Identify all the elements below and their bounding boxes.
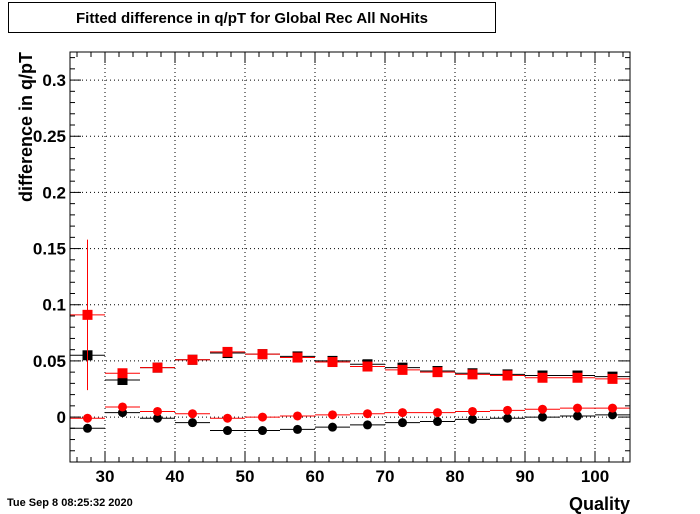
data-point (607, 373, 618, 384)
data-point (153, 406, 162, 416)
data-point (467, 369, 478, 380)
data-point (222, 346, 233, 357)
x-tick-label: 100 (581, 467, 609, 486)
data-point (503, 405, 512, 415)
data-point (573, 403, 582, 413)
y-tick-label: 0.2 (42, 183, 66, 202)
data-point (327, 357, 338, 368)
data-point (328, 422, 337, 432)
y-tick-label: 0.15 (33, 240, 66, 259)
data-series (70, 239, 630, 436)
data-point (188, 418, 197, 428)
data-point (433, 408, 442, 418)
data-point (223, 413, 232, 423)
data-point (432, 367, 443, 378)
data-point (328, 410, 337, 420)
axes: 30 40 50 60 70 80 90 100 0 0.05 0.1 0.15 0.2 0.25 0.3 (33, 52, 630, 486)
data-point (118, 402, 127, 412)
data-point (572, 372, 583, 383)
x-tick-label: 30 (96, 467, 115, 486)
y-tick-label: 0.25 (33, 127, 66, 146)
y-tick-label: 0.3 (42, 71, 66, 90)
data-point (117, 375, 128, 385)
plot-frame (69, 51, 631, 463)
data-point (503, 413, 512, 423)
data-point (82, 309, 93, 320)
data-point (83, 413, 92, 423)
data-point (258, 412, 267, 422)
data-point (608, 403, 617, 413)
x-tick-label: 70 (376, 467, 395, 486)
data-point (468, 406, 477, 416)
timestamp: Tue Sep 8 08:25:32 2020 (7, 497, 133, 509)
x-tick-label: 40 (166, 467, 185, 486)
series-3 (70, 402, 630, 423)
data-point (258, 426, 267, 436)
data-point (257, 349, 268, 360)
data-point (398, 418, 407, 428)
x-axis-label: Quality (569, 494, 630, 514)
data-point (433, 417, 442, 427)
y-tick-label: 0 (57, 408, 66, 427)
data-point (293, 411, 302, 421)
data-point (608, 410, 617, 420)
data-point (538, 412, 547, 422)
chart-title: Fitted difference in q/pT for Global Rec… (76, 10, 428, 27)
data-point (293, 424, 302, 434)
series-2 (70, 408, 630, 436)
chart-title-box: Fitted difference in q/pT for Global Rec… (8, 2, 496, 33)
series-1 (70, 239, 630, 391)
data-point (468, 414, 477, 424)
x-tick-label: 60 (306, 467, 325, 486)
data-point (573, 411, 582, 421)
data-point (152, 362, 163, 373)
data-point (153, 413, 162, 423)
y-axis-label: difference in q/pT (16, 52, 36, 202)
data-point (187, 354, 198, 365)
data-point (538, 404, 547, 414)
x-tick-label: 50 (236, 467, 255, 486)
y-tick-label: 0.05 (33, 352, 66, 371)
data-point (502, 370, 513, 381)
data-point (83, 423, 92, 433)
x-tick-label: 90 (516, 467, 535, 486)
data-point (362, 361, 373, 372)
data-point (188, 409, 197, 419)
data-point (292, 352, 303, 363)
data-point (117, 368, 128, 379)
data-point (397, 364, 408, 375)
grid (70, 52, 630, 462)
x-tick-label: 80 (446, 467, 465, 486)
data-point (223, 426, 232, 436)
data-point (398, 408, 407, 418)
data-point (363, 420, 372, 430)
y-tick-label: 0.1 (42, 296, 66, 315)
data-point (537, 372, 548, 383)
data-point (363, 409, 372, 419)
